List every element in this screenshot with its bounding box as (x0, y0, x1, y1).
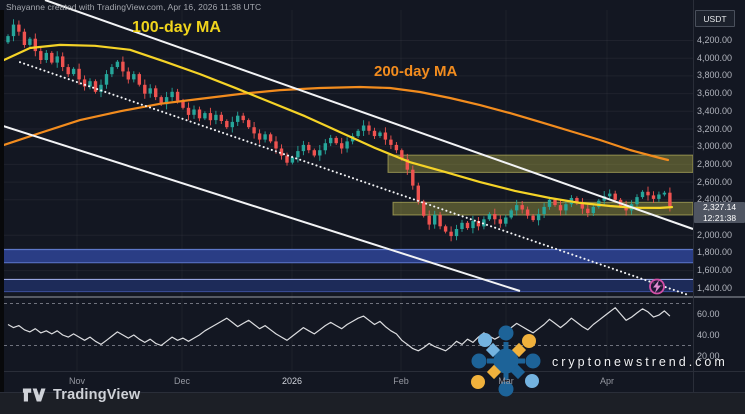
tradingview-footer[interactable]: TradingView (22, 387, 140, 403)
rsi-tick: 60.00 (697, 308, 720, 319)
time-tick: Nov (68, 376, 85, 386)
price-tick: 2,000.00 (697, 229, 733, 240)
current-price-label: 2,327.14 12:21:38 (694, 202, 745, 223)
time-tick: Feb (393, 376, 409, 386)
price-tick: 2,400.00 (697, 194, 733, 205)
price-tick: 1,400.00 (697, 282, 733, 293)
tradingview-brand: TradingView (53, 387, 141, 403)
price-tick: 4,000.00 (697, 52, 733, 63)
watermark-text: cryptonewstrend.com (552, 355, 728, 369)
time-tick: Apr (599, 376, 614, 386)
rsi-tick: 40.00 (697, 329, 720, 340)
price-tick: 3,600.00 (697, 88, 733, 99)
price-tick: 2,600.00 (697, 176, 733, 187)
price-tick: 4,200.00 (697, 35, 733, 45)
price-tick: 3,400.00 (697, 105, 733, 116)
price-tick: 3,200.00 (697, 123, 733, 134)
last-price: 2,327.14 (702, 202, 737, 212)
price-tick: 3,000.00 (697, 141, 733, 152)
ma200-label: 200-day MA (374, 63, 458, 80)
bar-countdown: 12:21:38 (702, 212, 737, 223)
bottom-margin-strip (0, 393, 745, 414)
attribution-text: Shayanne created with TradingView.com, A… (6, 2, 262, 12)
time-tick: 2026 (281, 376, 303, 386)
price-tick: 2,800.00 (697, 158, 733, 169)
price-tick: 1,800.00 (697, 247, 733, 258)
time-tick: Mar (498, 376, 514, 386)
price-tick: 3,800.00 (697, 70, 733, 81)
currency-badge[interactable]: USDT (695, 10, 735, 27)
price-tick: 1,600.00 (697, 265, 733, 276)
left-border (0, 10, 4, 392)
tradingview-logo-icon (22, 388, 46, 402)
ma100-label: 100-day MA (132, 19, 221, 36)
time-tick: Dec (173, 376, 190, 386)
rsi-tick: 20.00 (697, 350, 720, 361)
